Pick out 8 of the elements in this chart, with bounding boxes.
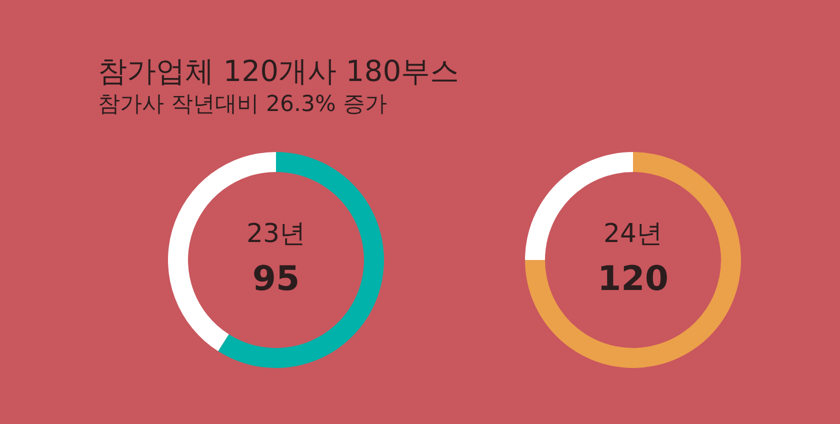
text: 23년 bbox=[246, 219, 306, 249]
donut-slice bbox=[218, 152, 384, 368]
text: 참가사 작년대비 26.3% 증가 bbox=[98, 91, 388, 119]
text: 참가업체 120개사 180부스 bbox=[98, 53, 460, 90]
text: 120 bbox=[598, 259, 668, 299]
text: 95 bbox=[252, 259, 300, 299]
text: 24년 bbox=[603, 219, 663, 249]
donut-slice bbox=[525, 152, 741, 368]
